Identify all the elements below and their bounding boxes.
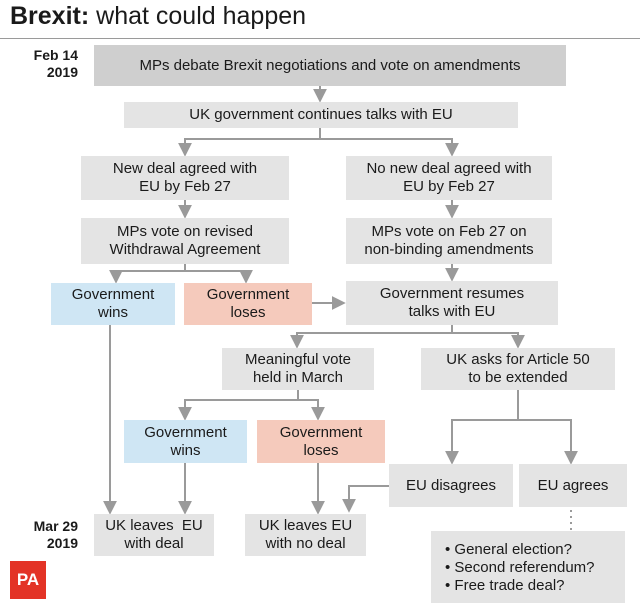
box-government-loses-2: Government loses xyxy=(257,420,385,463)
box-new-deal: New deal agreed with EU by Feb 27 xyxy=(81,156,289,200)
pa-logo: PA xyxy=(10,561,46,599)
box-government-wins-1: Government wins xyxy=(51,283,175,325)
page-title: Brexit: what could happen xyxy=(10,2,307,30)
box-no-new-deal: No new deal agreed with EU by Feb 27 xyxy=(346,156,552,200)
box-government-wins-2: Government wins xyxy=(124,420,247,463)
box-debate: MPs debate Brexit negotiations and vote … xyxy=(94,45,566,86)
title-divider xyxy=(0,38,640,39)
box-government-loses-1: Government loses xyxy=(184,283,312,325)
box-vote-revised: MPs vote on revised Withdrawal Agreement xyxy=(81,218,289,264)
outcome-item: • Free trade deal? xyxy=(445,577,565,594)
box-leave-no-deal: UK leaves EU with no deal xyxy=(245,514,366,556)
date-mar-29: Mar 29 2019 xyxy=(33,518,78,551)
box-resume-talks: Government resumes talks with EU xyxy=(346,281,558,325)
box-article-50: UK asks for Article 50 to be extended xyxy=(421,348,615,390)
box-nonbinding-vote: MPs vote on Feb 27 on non-binding amendme… xyxy=(346,218,552,264)
box-meaningful-vote: Meaningful vote held in March xyxy=(222,348,374,390)
box-possible-outcomes: • General election? • Second referendum?… xyxy=(431,531,625,603)
box-eu-disagrees: EU disagrees xyxy=(389,464,513,507)
outcome-item: • Second referendum? xyxy=(445,559,595,576)
box-eu-agrees: EU agrees xyxy=(519,464,627,507)
date-feb-14: Feb 14 2019 xyxy=(33,47,78,80)
box-leave-with-deal: UK leaves EU with deal xyxy=(94,514,214,556)
outcome-item: • General election? xyxy=(445,541,572,558)
box-continue-talks: UK government continues talks with EU xyxy=(124,102,518,128)
